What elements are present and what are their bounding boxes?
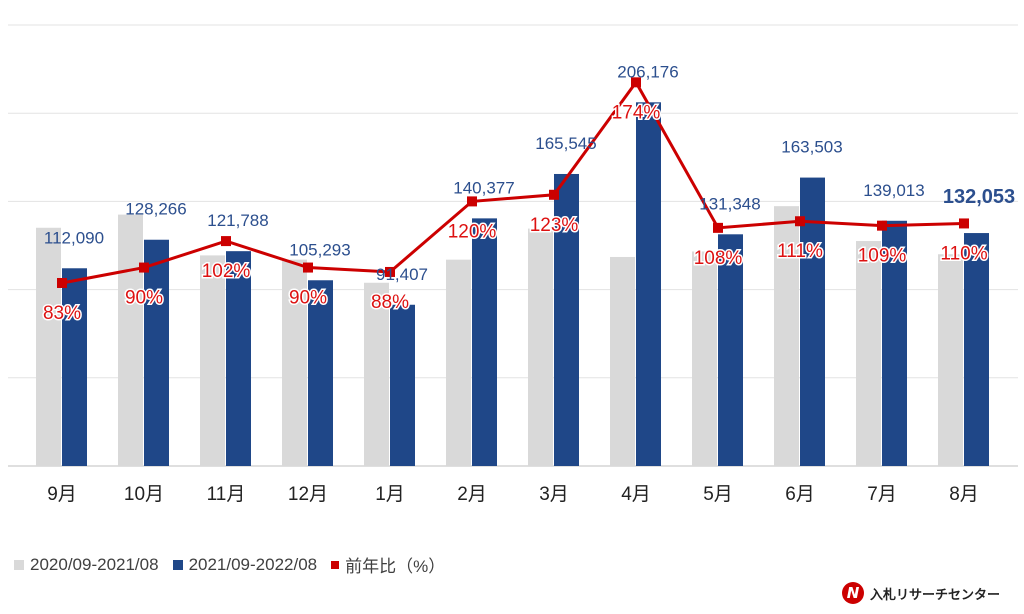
x-tick-label: 11月	[207, 484, 246, 505]
bar-prev-year	[528, 228, 553, 466]
data-label-yoy: 120%	[448, 221, 497, 242]
data-label-current: 165,545	[535, 134, 596, 153]
yoy-marker	[57, 277, 67, 288]
bar-current-year	[636, 102, 661, 466]
bar-prev-year	[200, 255, 225, 466]
yoy-marker	[221, 236, 231, 247]
yoy-marker	[713, 222, 723, 233]
data-label-yoy: 102%	[202, 261, 251, 282]
legend-swatch-blue	[172, 559, 183, 570]
bar-current-year	[144, 239, 169, 466]
bar-current-year	[718, 234, 743, 466]
x-tick-label: 6月	[785, 484, 815, 505]
yoy-marker	[549, 189, 559, 200]
chart: 9月 10月 11月 12月 1月 2月 3月 4月 5月 6月 7月 8月 112,090 128,26…	[8, 24, 1018, 505]
logo-mark-icon: N	[842, 582, 864, 604]
x-tick-label: 2月	[457, 484, 487, 505]
yoy-marker	[385, 266, 395, 277]
data-label-current: 139,013	[863, 181, 924, 200]
legend: 2020/09-2021/08 2021/09-2022/08 前年比（%）	[14, 552, 445, 577]
bar-current-year	[390, 304, 415, 466]
x-tick-label: 1月	[375, 484, 405, 505]
legend-label: 2020/09-2021/08	[30, 554, 159, 574]
x-tick-label: 3月	[539, 484, 569, 505]
data-label-current: 105,293	[289, 240, 350, 259]
yoy-marker	[877, 220, 887, 231]
bar-prev-year	[36, 227, 61, 466]
data-label-yoy: 111%	[777, 241, 823, 262]
data-label-current: 112,090	[44, 228, 104, 247]
bar-prev-year	[938, 254, 963, 466]
bar-prev-year	[610, 256, 635, 466]
data-label-yoy: 90%	[125, 288, 163, 309]
bar-prev-year	[774, 206, 799, 467]
bar-current-year	[308, 280, 333, 466]
data-label-current: 140,377	[453, 178, 514, 197]
legend-item-current-year: 2021/09-2022/08	[172, 554, 318, 575]
logo-text: 入札リサーチセンター	[870, 587, 1001, 603]
yoy-line	[61, 79, 965, 285]
x-tick-label: 4月	[621, 484, 651, 505]
data-label-yoy: 110%	[940, 243, 987, 264]
bar-current-year	[882, 220, 907, 466]
bar-current-year	[964, 233, 989, 466]
data-label-yoy: 123%	[530, 215, 579, 236]
bar-prev-year	[282, 259, 307, 466]
yoy-marker	[467, 196, 477, 207]
yoy-marker	[631, 77, 641, 88]
data-label-current: 132,053	[943, 186, 1015, 208]
x-tick-label: 8月	[949, 484, 979, 505]
legend-item-prev-year: 2020/09-2021/08	[14, 555, 159, 575]
data-label-current: 128,266	[125, 200, 186, 219]
data-label-yoy: 83%	[43, 303, 81, 324]
data-label-current: 91,407	[376, 265, 428, 284]
x-tick-label: 7月	[867, 484, 897, 505]
logo: N 入札リサーチセンター	[842, 582, 1000, 604]
legend-swatch-gray	[14, 559, 24, 570]
yoy-marker	[959, 218, 969, 229]
data-label-current: 163,503	[781, 138, 842, 157]
bar-current-year	[554, 173, 579, 466]
bar-prev-year	[692, 251, 717, 466]
bar-prev-year	[446, 259, 471, 466]
x-tick-label: 10月	[124, 484, 164, 505]
data-label-yoy: 108%	[694, 248, 743, 269]
data-label-current: 121,788	[207, 211, 268, 230]
bar-current-year	[62, 268, 87, 466]
data-label-yoy: 174%	[612, 102, 661, 123]
x-tick-label: 12月	[288, 484, 328, 505]
data-label-yoy: 88%	[371, 292, 409, 313]
legend-swatch-red	[331, 560, 340, 569]
data-label-yoy: 109%	[858, 246, 907, 267]
x-tick-label: 9月	[47, 484, 77, 505]
legend-label: 2021/09-2022/08	[188, 554, 318, 574]
bar-prev-year	[364, 282, 389, 466]
bar-prev-year	[856, 241, 881, 466]
bar-current-year	[472, 218, 497, 466]
x-tick-label: 5月	[703, 484, 733, 505]
yoy-marker	[795, 216, 805, 227]
bar-current-year	[226, 251, 251, 466]
bar-prev-year	[118, 214, 143, 466]
data-label-current: 206,176	[617, 62, 678, 81]
legend-item-yoy: 前年比（%）	[331, 552, 445, 577]
yoy-marker	[139, 262, 149, 273]
yoy-marker	[303, 262, 313, 273]
data-label-current: 131,348	[699, 194, 760, 213]
data-label-yoy: 90%	[289, 288, 327, 309]
legend-label: 前年比（%）	[345, 557, 446, 576]
